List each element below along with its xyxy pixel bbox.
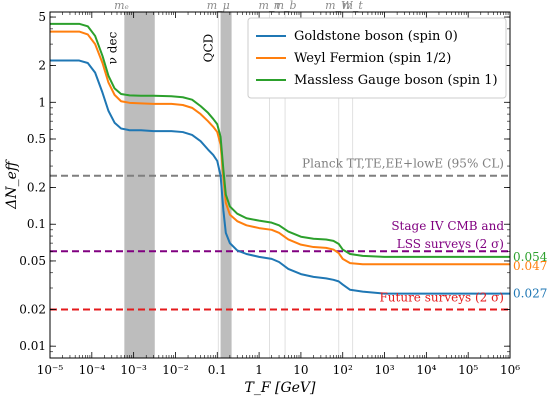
mass-label-5: m_t [343, 0, 364, 12]
legend-label-1: Weyl Fermion (spin 1/2) [294, 51, 451, 66]
x-axis-label: T_F [GeV] [244, 380, 316, 396]
series-line-0 [50, 59, 510, 295]
hline-label-future: Future surveys (2 σ) [379, 290, 504, 304]
x-tick-label: 10⁻² [162, 363, 189, 377]
x-tick-label: 10⁵ [458, 363, 478, 377]
mass-label-2: m_τ [259, 0, 282, 12]
legend: Goldstone boson (spin 0) Weyl Fermion (sp… [247, 17, 507, 99]
plot-frame [49, 11, 511, 359]
legend-label-2: Massless Gauge boson (spin 1) [294, 73, 498, 88]
y-tick-label: 5 [38, 10, 46, 24]
series-layer [50, 22, 510, 295]
x-tick-label: 10 [293, 363, 308, 377]
x-tick-label: 10⁻⁵ [37, 363, 64, 377]
x-tick-label: 10⁶ [500, 363, 520, 377]
x-tick-label: 10³ [374, 363, 394, 377]
legend-label-0: Goldstone boson (spin 0) [294, 29, 458, 44]
y-tick-label: 0.02 [19, 302, 46, 316]
bands-layer [124, 12, 232, 358]
y-tick-label: 0.01 [19, 339, 46, 353]
mass-label-3: m_b [274, 0, 297, 12]
mass-label-4: m_W [325, 0, 354, 12]
y-tick-label: 0.2 [27, 181, 46, 195]
hline-label-stage4-line2: LSS surveys (2 σ) [397, 237, 504, 251]
x-tick-label: 10⁻³ [120, 363, 147, 377]
y-axis-label: ΔN_eff [4, 159, 20, 210]
x-tick-label: 10² [333, 363, 353, 377]
mass-label-0: mₑ [114, 0, 129, 12]
mass-label-1: m_μ [207, 0, 230, 12]
x-tick-label: 0.1 [208, 363, 227, 377]
y-tick-label: 0.05 [19, 254, 46, 268]
band-1 [220, 12, 232, 358]
x-tick-label: 10⁴ [416, 363, 436, 377]
hline-label-stage4-line1: Stage IV CMB and [391, 219, 504, 233]
labels-layer: ν dec QCD mₑ m_μ m_τm_b m_Wm_t Planck TT,TE,EE… [105, 0, 547, 304]
y-tick-label: 0.1 [27, 217, 46, 231]
band-0 [124, 12, 155, 358]
end-label-2: 0.027 [513, 287, 547, 301]
y-tick-label: 2 [38, 59, 46, 73]
axes-layer: 10⁻⁵ 10⁻⁴ 10⁻³ 10⁻² 0.1 1 10 10² 10³ 10⁴ 10⁵ 10⁶ 0.0… [4, 10, 520, 396]
legend-box [247, 17, 507, 99]
x-tick-label: 10⁻⁴ [79, 363, 106, 377]
band-label-1: QCD [202, 34, 216, 63]
band-label-0: ν dec [105, 31, 119, 64]
y-tick-label: 1 [38, 95, 46, 109]
x-tick-label: 1 [255, 363, 263, 377]
series-line-2 [50, 22, 510, 258]
end-label-1: 0.047 [513, 259, 547, 273]
end-label-0: 0.054 [513, 250, 548, 264]
hline-label-planck: Planck TT,TE,EE+lowE (95% CL) [302, 157, 504, 171]
y-tick-label: 0.5 [27, 132, 46, 146]
